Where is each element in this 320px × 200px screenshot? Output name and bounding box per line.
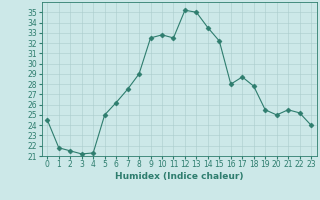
X-axis label: Humidex (Indice chaleur): Humidex (Indice chaleur) (115, 172, 244, 181)
